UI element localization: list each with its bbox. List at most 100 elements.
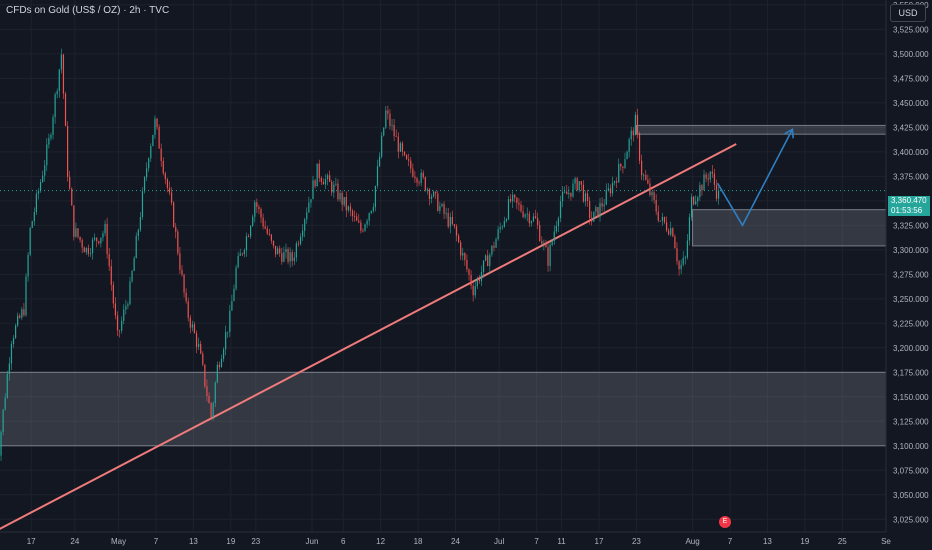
candle-body [260, 209, 262, 218]
candle-body [493, 245, 495, 248]
candle-body [87, 247, 89, 254]
candle-body [439, 206, 441, 211]
candle-body [609, 188, 612, 194]
candle-body [351, 210, 354, 217]
candle-body [393, 125, 395, 137]
candle-body [287, 249, 289, 262]
time-axis[interactable]: 17 24 May 7 13 19 23 Jun 6 12 18 24 Jul 7 11 17 23 Aug 7 13… [0, 531, 932, 550]
candle-body [591, 217, 593, 222]
candle-body [620, 163, 622, 167]
candle-body [64, 93, 67, 127]
candle-body [451, 216, 453, 225]
candle-body [670, 228, 672, 235]
candle-body [611, 182, 614, 194]
candle-body [462, 253, 464, 256]
candle-body [295, 243, 297, 258]
candle-body [626, 151, 628, 160]
price-axis[interactable]: 3,025.000 3,050.000 3,075.000 3,100.000 3,12… [885, 0, 932, 550]
time-tick-label: Aug [685, 537, 699, 546]
candle-body [21, 309, 23, 318]
price-tick-label: 3,375.000 [893, 172, 929, 181]
candle-body [688, 217, 691, 241]
candle-body [426, 189, 429, 191]
price-tick-label: 3,100.000 [893, 442, 929, 451]
candle-body [445, 213, 447, 214]
candle-body [193, 324, 196, 334]
candle-body [466, 259, 468, 270]
currency-button[interactable]: USD [890, 4, 926, 22]
candle-body [181, 269, 183, 275]
candle-body [322, 181, 325, 185]
candle-body [56, 91, 58, 95]
candle-body [62, 54, 65, 94]
candle-body [520, 204, 522, 212]
candle-body [643, 174, 645, 176]
candle-body [668, 230, 670, 235]
candle-body [601, 203, 603, 207]
candle-body [243, 250, 245, 254]
candle-body [108, 254, 110, 267]
candle-body [509, 199, 512, 202]
candle-body [141, 191, 144, 218]
candle-body [106, 223, 108, 255]
candle-body [318, 163, 320, 178]
candle-body [597, 207, 599, 217]
earnings-icon[interactable]: E [719, 516, 731, 528]
candle-body [231, 300, 233, 311]
candle-body [453, 224, 456, 227]
candle-body [299, 236, 302, 244]
candle-body [121, 320, 123, 331]
candle-body [241, 253, 243, 255]
candle-body [701, 185, 703, 191]
candle-body [645, 174, 647, 180]
candle-body [632, 130, 634, 136]
candle-body [266, 228, 268, 234]
trendline-layer[interactable] [0, 143, 737, 532]
candle-body [649, 183, 651, 196]
candle-body [630, 130, 632, 140]
candle-body [410, 160, 412, 169]
candle-body [347, 206, 349, 211]
candle-body [306, 212, 308, 220]
candle-body [102, 233, 104, 238]
candle-body [239, 253, 241, 256]
candle-body [12, 337, 15, 344]
time-tick-label: 19 [800, 537, 809, 546]
candle-body [605, 189, 607, 205]
price-tick-label: 3,525.000 [893, 25, 929, 34]
candle-body [485, 255, 487, 261]
candle-body [8, 363, 10, 375]
candle-body [568, 192, 570, 195]
candle-body [262, 217, 264, 227]
candle-body [187, 301, 189, 318]
candle-body [281, 253, 283, 262]
candle-body [139, 217, 141, 230]
candle-body [676, 248, 678, 262]
candle-body [412, 168, 414, 177]
candle-body [368, 213, 370, 221]
candle-body [170, 192, 173, 203]
candle-body [283, 252, 285, 262]
candle-body [693, 196, 695, 205]
candle-body [364, 224, 366, 231]
candle-body [443, 204, 445, 214]
candle-body [505, 219, 508, 221]
candle-body [561, 191, 564, 202]
candle-body [717, 190, 720, 199]
candle-body [274, 245, 277, 255]
candle-body [616, 181, 618, 183]
candle-body [291, 252, 293, 261]
candle-body [320, 177, 322, 182]
candle-body [35, 193, 37, 213]
price-tick-label: 3,400.000 [893, 148, 929, 157]
candle-body [503, 220, 505, 227]
candle-body [460, 242, 462, 256]
candle-body [152, 134, 154, 146]
candle-body [528, 213, 530, 224]
candle-body [23, 309, 25, 316]
candle-body [464, 253, 466, 260]
candle-body [195, 333, 198, 347]
projection-layer[interactable] [716, 128, 794, 227]
